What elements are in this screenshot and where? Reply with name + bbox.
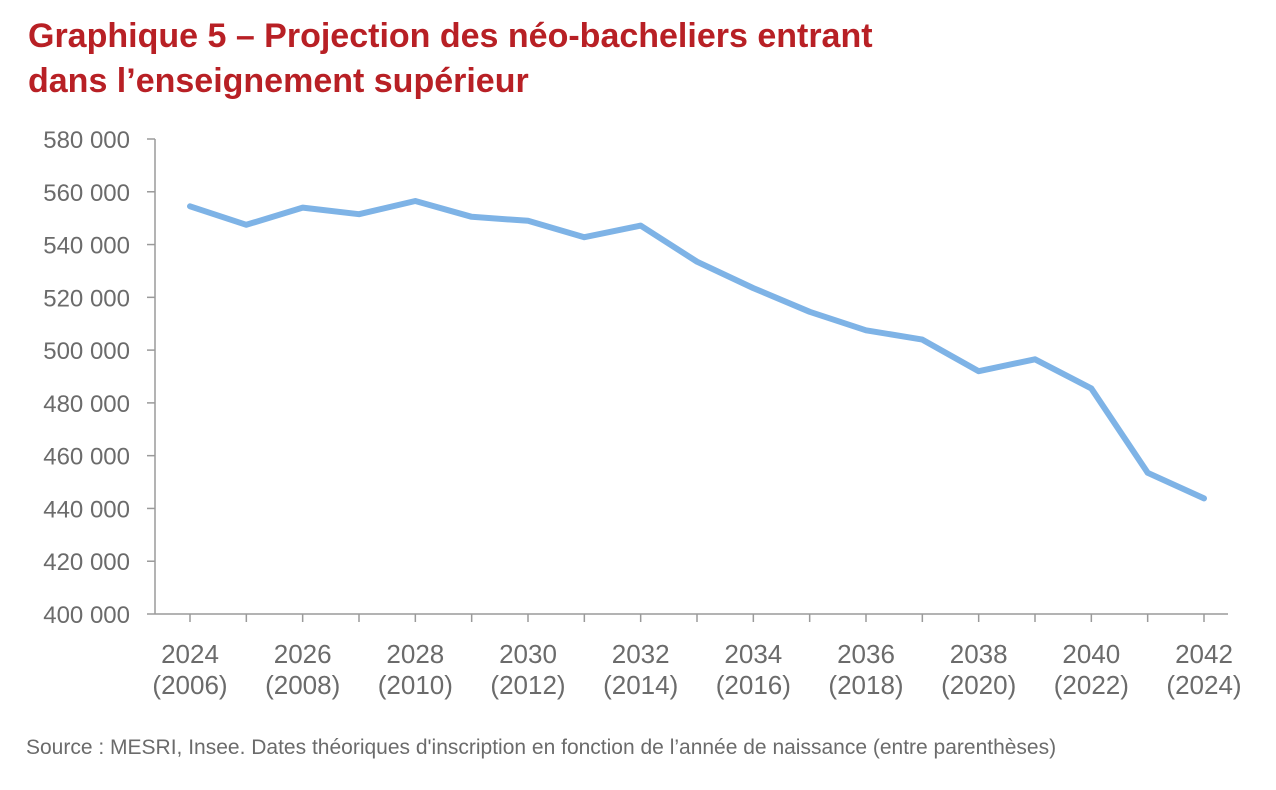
x-tick-label-birth-year: (2006)	[152, 670, 227, 700]
x-tick-label-year: 2038	[950, 639, 1008, 669]
x-tick-label-year: 2036	[837, 639, 895, 669]
y-tick-label: 420 000	[43, 549, 130, 576]
x-tick-label-birth-year: (2018)	[828, 670, 903, 700]
y-tick-label: 520 000	[43, 285, 130, 312]
line-chart: 400 000 420 000 440 000 460 000 480 000 500 0…	[43, 127, 1242, 700]
x-tick-label-year: 2032	[612, 639, 670, 669]
x-tick-label-birth-year: (2014)	[603, 670, 678, 700]
x-tick-label-year: 2026	[274, 639, 332, 669]
chart-title-line-2: dans l’enseignement supérieur	[28, 62, 529, 100]
y-tick-label: 500 000	[43, 338, 130, 365]
x-tick-label-birth-year: (2016)	[716, 670, 791, 700]
y-tick-label: 460 000	[43, 444, 130, 471]
series-line-group	[187, 198, 1207, 502]
x-tick-label-year: 2042	[1175, 639, 1233, 669]
x-axis: 2024(2006) 2026(2008) 2028(2010) 2030(2012)…	[152, 613, 1242, 700]
y-tick-label: 560 000	[43, 180, 130, 207]
x-tick-label-year: 2034	[724, 639, 782, 669]
chart-title-line-1: Graphique 5 – Projection des néo-bacheli…	[28, 17, 873, 55]
chart-title: Graphique 5 – Projection des néo-bacheli…	[28, 14, 1248, 104]
y-tick-label: 480 000	[43, 391, 130, 418]
y-tick-label: 440 000	[43, 496, 130, 523]
y-axis: 400 000 420 000 440 000 460 000 480 000 500 0…	[43, 127, 156, 629]
x-tick-label-birth-year: (2012)	[490, 670, 565, 700]
x-tick-label-year: 2024	[161, 639, 219, 669]
x-tick-label-birth-year: (2022)	[1054, 670, 1129, 700]
y-tick-label: 580 000	[43, 127, 130, 154]
source-note: Source : MESRI, Insee. Dates théoriques …	[26, 736, 1057, 759]
x-tick-label-year: 2028	[386, 639, 444, 669]
x-tick-label-birth-year: (2010)	[378, 670, 453, 700]
series-line	[187, 198, 1207, 502]
x-tick-label-birth-year: (2008)	[265, 670, 340, 700]
x-tick-label-birth-year: (2024)	[1166, 670, 1241, 700]
y-tick-label: 540 000	[43, 233, 130, 260]
y-tick-label: 400 000	[43, 602, 130, 629]
x-tick-label-birth-year: (2020)	[941, 670, 1016, 700]
x-tick-label-year: 2040	[1062, 639, 1120, 669]
x-tick-label-year: 2030	[499, 639, 557, 669]
